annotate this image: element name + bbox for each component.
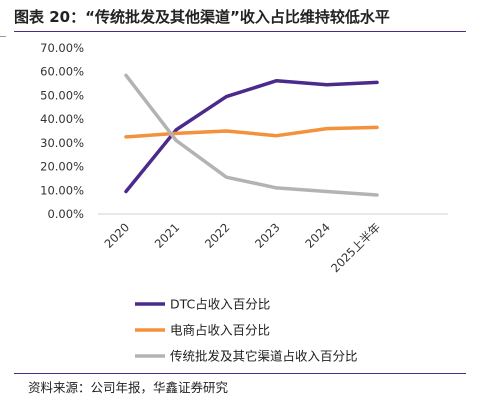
y-tick-label: 30.00% [40, 136, 84, 150]
y-tick-label: 10.00% [40, 183, 84, 197]
title-divider [14, 31, 466, 32]
legend-label-1: DTC占收入百分比 [170, 297, 270, 312]
x-tick-label: 2020 [102, 220, 133, 251]
y-tick-label: 20.00% [40, 160, 84, 174]
series-line-1 [124, 78, 379, 194]
y-tick-label: 50.00% [40, 88, 84, 102]
y-axis: 70.00% 60.00% 50.00% 40.00% 30.00% 20.00% 10.0… [40, 41, 84, 221]
legend-label-2: 电商占收入百分比 [170, 323, 270, 338]
y-tick-label: 40.00% [40, 112, 84, 126]
source-note: 资料来源：公司年报，华鑫证券研究 [28, 380, 229, 395]
y-tick-label: 70.00% [40, 41, 84, 55]
x-tick-label: 2023 [252, 220, 283, 251]
line-chart: 70.00% 60.00% 50.00% 40.00% 30.00% 20.00% 10.0… [40, 41, 448, 364]
series-layer [124, 73, 379, 197]
source-divider [14, 373, 466, 374]
legend-label-3: 传统批发及其它渠道占收入百分比 [170, 349, 358, 364]
y-tick-label: 60.00% [40, 65, 84, 79]
chart-title: 图表 20：“传统批发及其他渠道”收入占比维持较低水平 [14, 8, 390, 26]
x-tick-label: 2024 [302, 220, 333, 251]
x-tick-label: 2025上半年 [328, 220, 383, 275]
series-line-2 [124, 125, 379, 139]
y-tick-label: 0.00% [47, 207, 84, 221]
x-tick-label: 2022 [202, 220, 233, 251]
series-line-3 [124, 73, 379, 197]
margin-tick [0, 36, 6, 37]
x-tick-label: 2021 [152, 220, 183, 251]
